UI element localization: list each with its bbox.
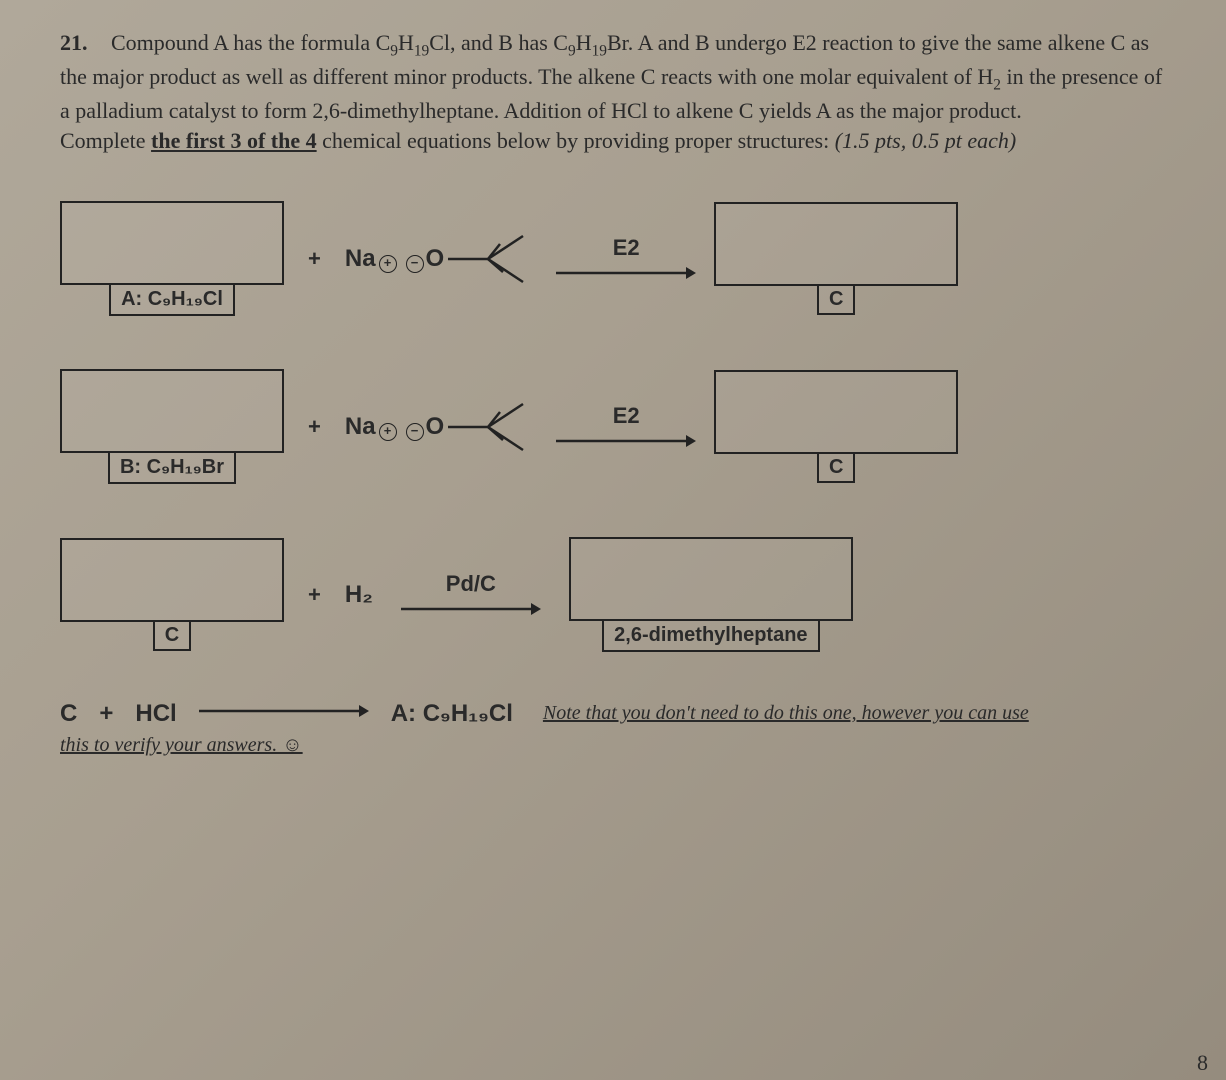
reactant-box-C [60,538,284,622]
label-B: B: C₉H₁₉Br [108,451,236,484]
product-A-formula: A: C₉H₁₉Cl [391,700,513,728]
arrow-icon [401,599,541,619]
question-number: 21. [60,30,88,55]
arrow-icon [556,263,696,283]
reaction-1: A: C₉H₁₉Cl + Na+ −O E2 [60,184,1176,334]
arrow-label-pdc: Pd/C [446,571,496,597]
reactant-C-letter: C [60,700,77,728]
label-A: A: C₉H₁₉Cl [109,283,235,316]
product-box-C2 [714,370,958,454]
plus-charge-icon: + [379,423,397,441]
reactant-box-A [60,201,284,285]
note-line-1: Note that you don't need to do this one,… [543,702,1029,725]
minus-charge-icon: − [406,255,424,273]
reaction-4: C + HCl A: C₉H₁₉Cl Note that you don't n… [60,700,1176,728]
reaction-3: C + H₂ Pd/C 2,6-dimethylheptane [60,520,1176,670]
reaction-2: B: C₉H₁₉Br + Na+ −O E2 [60,352,1176,502]
page-number: 8 [1197,1050,1208,1076]
minus-charge-icon: − [406,423,424,441]
question-text: 21. Compound A has the formula C9H19Cl, … [60,28,1176,156]
plus-sign: + [99,700,113,728]
tert-butyl-icon [448,224,538,294]
label-dimethylheptane: 2,6-dimethylheptane [602,619,819,652]
product-box-dimethyl [569,537,853,621]
plus-sign: + [308,414,321,440]
arrow-icon [556,431,696,451]
label-C2: C [817,452,855,483]
sodium-tert-butoxide: Na+ −O [345,392,538,462]
tert-butyl-icon [448,392,538,462]
plus-sign: + [308,246,321,272]
arrow-label-e2: E2 [613,235,640,261]
label-C1: C [817,284,855,315]
sodium-tert-butoxide: Na+ −O [345,224,538,294]
note-line-2: this to verify your answers. ☺ [60,734,1176,757]
arrow-label-e2: E2 [613,403,640,429]
label-C3: C [153,620,191,651]
product-box-C1 [714,202,958,286]
plus-sign: + [308,582,321,608]
arrow-icon [199,700,369,728]
reactant-box-B [60,369,284,453]
reagent-h2: H₂ [345,581,373,609]
plus-charge-icon: + [379,255,397,273]
reagent-hcl: HCl [135,700,176,728]
